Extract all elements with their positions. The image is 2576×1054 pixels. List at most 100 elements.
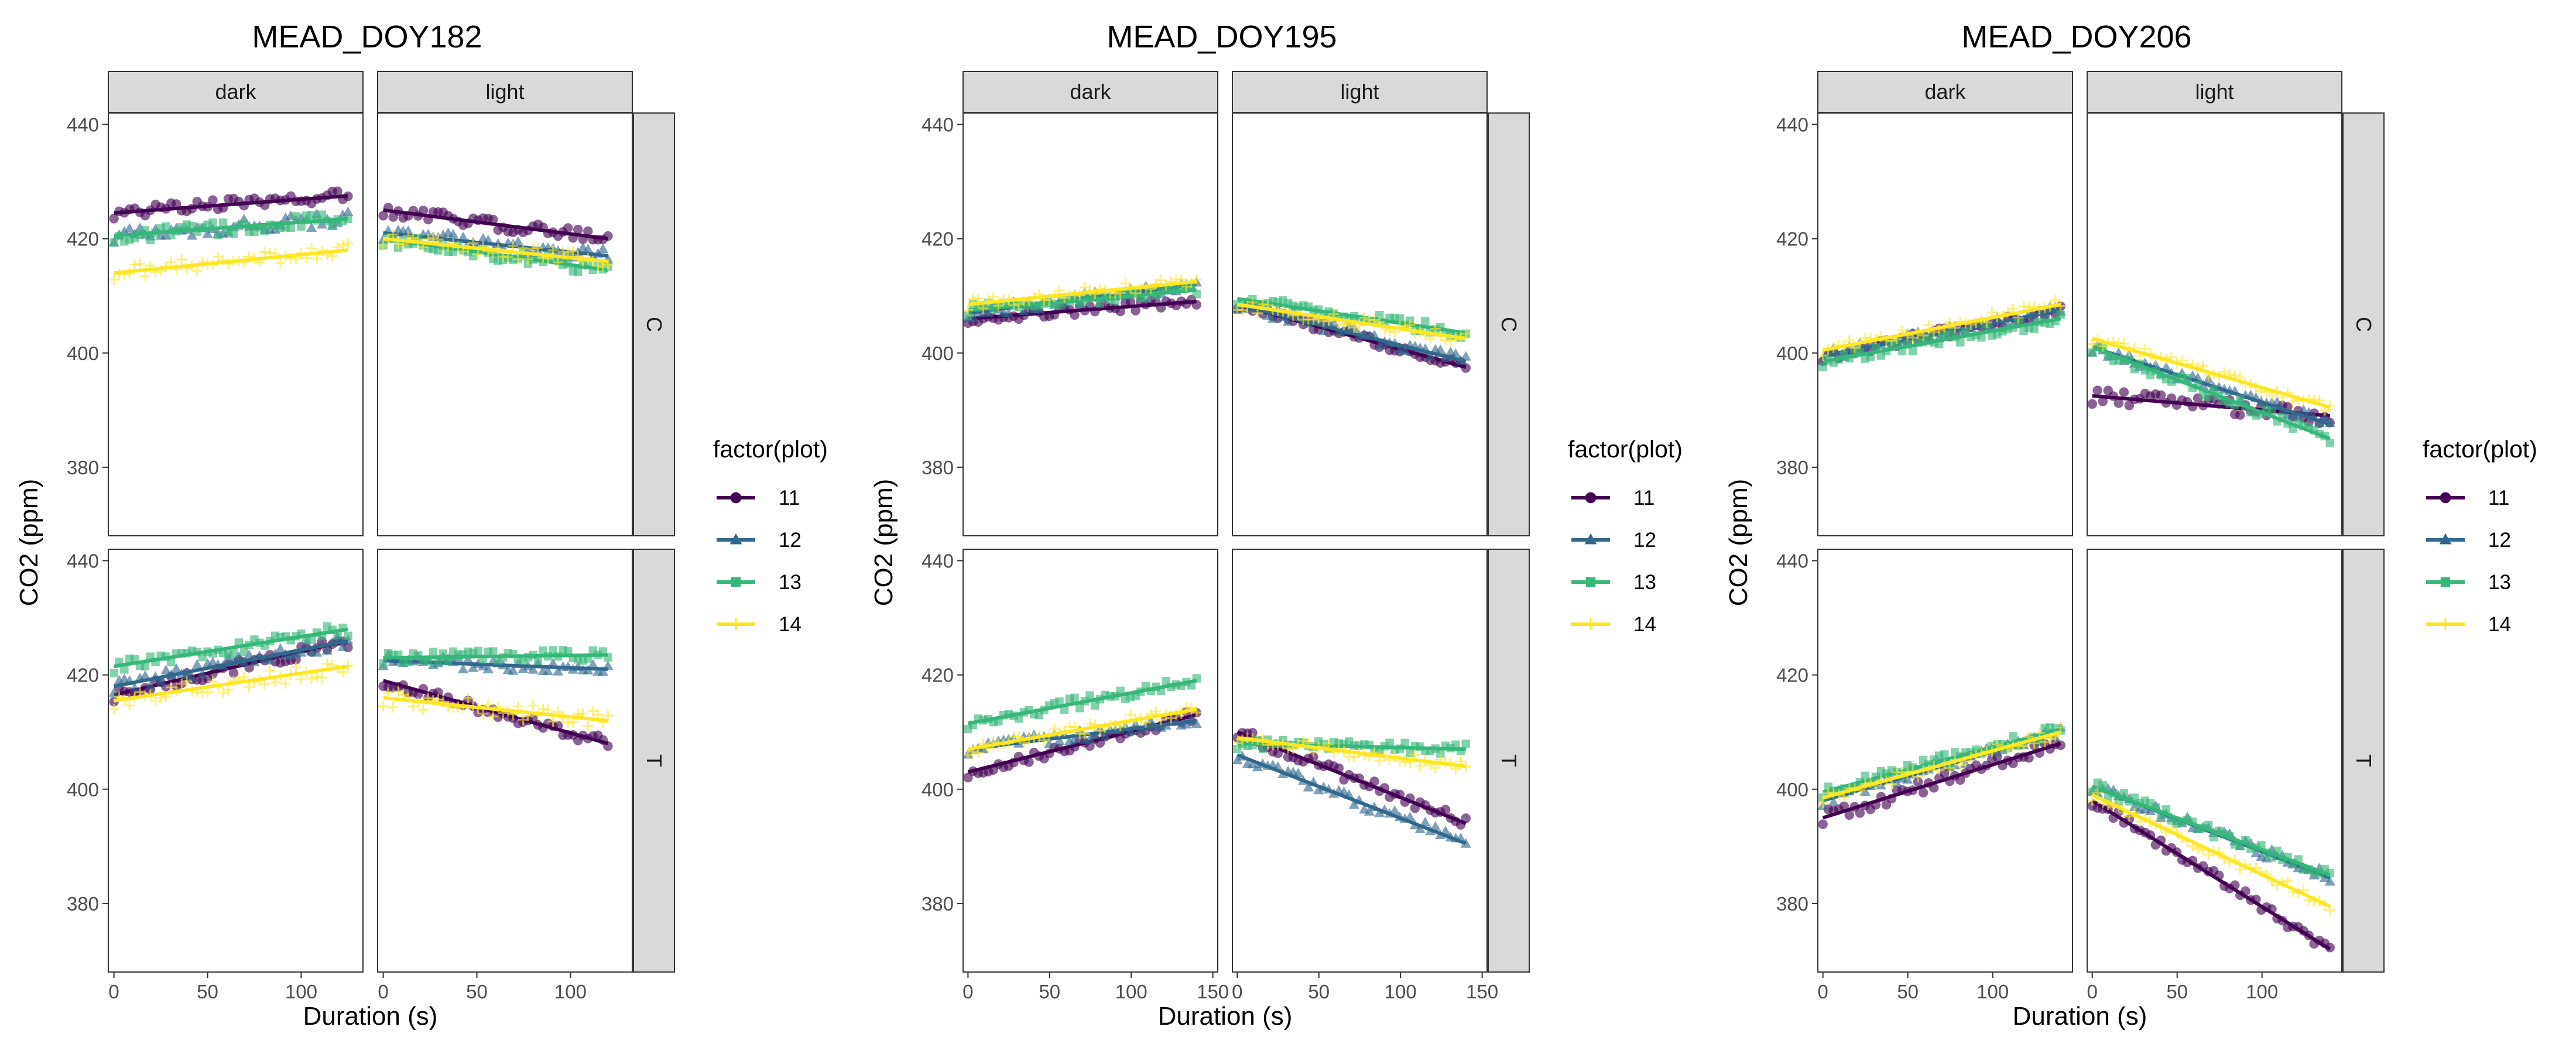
fit-line <box>968 288 1197 312</box>
data-point <box>1085 691 1094 700</box>
y-tick-label: 400 <box>922 779 954 800</box>
panel-data <box>378 203 614 276</box>
legend-key-symbol <box>2440 577 2451 587</box>
series-14 <box>378 686 614 731</box>
data-point <box>2018 300 2029 312</box>
panel-background <box>108 549 363 972</box>
data-point <box>1318 325 1329 336</box>
data-point <box>1008 300 1019 311</box>
data-point <box>146 235 155 244</box>
legend-label: 13 <box>2488 571 2511 594</box>
data-point <box>261 227 269 236</box>
data-point <box>1918 788 1928 798</box>
data-point <box>2087 399 2097 409</box>
y-tick-label: 400 <box>922 343 954 364</box>
x-tick-label: 50 <box>1039 981 1060 1002</box>
panel-light-C <box>2087 112 2342 536</box>
data-point <box>1313 784 1324 795</box>
x-tick-label: 150 <box>1466 981 1498 1002</box>
data-point <box>306 243 317 254</box>
legend-key-symbol <box>729 533 742 545</box>
data-point <box>547 245 559 256</box>
series-11 <box>109 186 353 224</box>
data-point <box>573 224 583 235</box>
data-point <box>542 665 554 676</box>
legend-key-symbol <box>2439 533 2452 545</box>
data-point <box>474 646 482 656</box>
data-point <box>1405 811 1416 822</box>
panel-background <box>108 113 363 536</box>
data-point <box>306 222 317 232</box>
fit-line <box>1236 297 1467 335</box>
data-point <box>1977 333 1986 342</box>
fit-line <box>1822 730 2061 800</box>
data-point <box>1955 775 1965 785</box>
data-point <box>108 687 119 697</box>
data-point <box>1359 312 1370 323</box>
y-tick-label: 420 <box>1776 665 1808 686</box>
data-point <box>1044 738 1055 748</box>
data-point <box>280 678 291 689</box>
fit-line <box>382 679 609 745</box>
column-strip-label: light <box>2195 80 2234 104</box>
data-point <box>1913 772 1924 783</box>
data-point <box>1818 819 1828 829</box>
data-point <box>311 647 323 657</box>
data-point <box>259 247 270 258</box>
data-point <box>265 655 276 665</box>
fit-line <box>2091 785 2331 877</box>
y-tick-label: 420 <box>922 228 954 250</box>
panel-background <box>963 113 1218 536</box>
fit-line <box>1236 302 1467 341</box>
data-point <box>141 662 150 671</box>
data-point <box>1818 798 1828 809</box>
y-tick-label: 380 <box>922 893 954 915</box>
data-point <box>1303 782 1314 792</box>
panel-data <box>108 622 354 714</box>
panel-data <box>108 186 354 285</box>
data-point <box>1125 297 1136 307</box>
data-point <box>2236 395 2245 403</box>
fit-line <box>114 217 348 238</box>
data-point <box>307 635 316 644</box>
data-point <box>1424 351 1436 361</box>
data-point <box>2119 789 2129 798</box>
series-13 <box>1818 310 2065 371</box>
data-point <box>1369 776 1379 786</box>
legend-key-symbol <box>1585 492 1597 504</box>
data-point <box>218 218 228 227</box>
legend-label: 12 <box>779 529 801 552</box>
x-tick-label: 0 <box>108 981 119 1002</box>
data-point <box>191 659 203 669</box>
panel-light-C <box>1232 112 1488 536</box>
legend-label: 14 <box>2488 613 2511 636</box>
row-strip-C <box>1488 112 1530 536</box>
data-point <box>290 662 302 673</box>
data-point <box>1460 351 1471 361</box>
legend-label: 14 <box>1633 613 1656 636</box>
series-13 <box>2088 778 2334 878</box>
x-tick-label: 0 <box>2087 981 2098 1002</box>
data-point <box>2056 310 2065 319</box>
row-strip-label: T <box>642 754 666 767</box>
fit-line <box>967 707 1197 751</box>
data-point <box>964 311 972 320</box>
fit-line <box>383 208 608 241</box>
data-point <box>1385 738 1394 747</box>
data-point <box>1374 807 1385 817</box>
series-13 <box>379 645 612 668</box>
data-point <box>202 228 213 238</box>
data-point <box>1293 768 1304 778</box>
data-point <box>108 703 119 714</box>
data-point <box>1248 728 1258 738</box>
data-point <box>533 656 543 665</box>
series-14 <box>963 702 1202 760</box>
data-point <box>2235 410 2245 420</box>
series-14 <box>108 238 354 285</box>
data-point <box>417 704 429 716</box>
data-point <box>1450 348 1461 358</box>
data-point <box>418 206 429 215</box>
data-point <box>1328 317 1340 327</box>
data-point <box>162 222 170 231</box>
data-point <box>337 239 348 251</box>
